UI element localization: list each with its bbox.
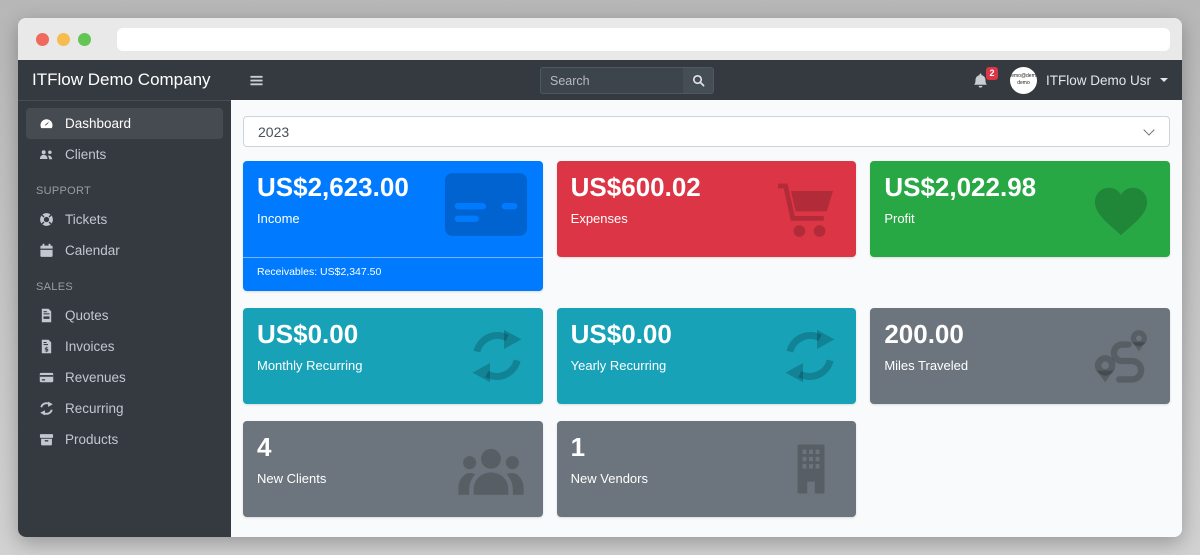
year-select[interactable]: 2023 <box>243 116 1170 147</box>
sidebar-item-invoices[interactable]: $ Invoices <box>26 331 223 362</box>
sidebar-item-label: Products <box>65 432 119 447</box>
card-label: Miles Traveled <box>884 357 969 373</box>
card-label: New Clients <box>257 470 327 486</box>
sync-icon <box>34 401 58 416</box>
file-invoice-icon <box>34 308 58 323</box>
sidebar-item-label: Revenues <box>65 370 126 385</box>
file-invoice-dollar-icon: $ <box>34 339 58 354</box>
credit-card-icon <box>444 173 527 236</box>
profit-card[interactable]: US$2,022.98 Profit <box>870 161 1170 257</box>
sidebar-item-calendar[interactable]: Calendar <box>26 235 223 266</box>
svg-text:$: $ <box>44 346 49 354</box>
sidebar-nav: Dashboard Clients SUPPORT Tickets <box>18 101 231 462</box>
sidebar-section-sales: SALES <box>36 281 73 293</box>
card-value: 1 <box>570 432 586 462</box>
monthly-recurring-card[interactable]: US$0.00 Monthly Recurring <box>243 308 543 404</box>
receivables-text: Receivables: US$2,347.50 <box>257 266 382 278</box>
main-area: 2 demo@demo demo ITFlow Demo Usr <box>231 60 1182 537</box>
avatar-text: demo@demo <box>1010 72 1037 79</box>
card-value: 200.00 <box>884 319 964 349</box>
sidebar-item-label: Calendar <box>65 243 120 258</box>
browser-chrome <box>18 18 1182 60</box>
calendar-icon <box>34 243 58 258</box>
card-label: Yearly Recurring <box>570 357 667 373</box>
user-menu[interactable]: demo@demo demo ITFlow Demo Usr <box>1009 66 1168 94</box>
window-zoom-button[interactable] <box>78 32 91 46</box>
card-label: Profit <box>884 210 915 226</box>
credit-card-icon <box>34 370 58 385</box>
window-minimize-button[interactable] <box>57 32 70 46</box>
top-navbar: 2 demo@demo demo ITFlow Demo Usr <box>231 60 1182 100</box>
dashboard-icon <box>34 116 58 131</box>
stat-cards-grid: US$2,623.00 Income Receivables: US$2,347… <box>243 161 1170 517</box>
sidebar-item-label: Invoices <box>65 339 115 354</box>
users-icon <box>34 147 58 162</box>
life-ring-icon <box>34 212 58 227</box>
sync-icon <box>469 328 525 384</box>
building-icon <box>784 440 838 498</box>
card-value: 4 <box>257 432 272 462</box>
sidebar-item-quotes[interactable]: Quotes <box>26 300 223 331</box>
search-button[interactable] <box>683 67 714 94</box>
sidebar-item-revenues[interactable]: Revenues <box>26 362 223 393</box>
new-clients-card[interactable]: 4 New Clients <box>243 421 543 517</box>
sidebar-item-label: Clients <box>65 147 107 162</box>
sync-icon <box>782 328 838 384</box>
notifications-button[interactable]: 2 <box>972 66 998 89</box>
sidebar-section-support: SUPPORT <box>36 185 92 197</box>
users-icon <box>457 442 525 497</box>
sidebar-item-recurring[interactable]: Recurring <box>26 393 223 424</box>
username: ITFlow Demo Usr <box>1045 72 1151 88</box>
sidebar-item-tickets[interactable]: Tickets <box>26 204 223 235</box>
bars-icon <box>250 75 263 85</box>
sidebar-item-label: Quotes <box>65 308 109 323</box>
menu-toggle-button[interactable] <box>249 73 264 88</box>
browser-window: ITFlow Demo Company Dashboard Clients <box>18 18 1182 537</box>
avatar-text: demo <box>1017 80 1030 86</box>
sidebar-item-label: Dashboard <box>65 116 132 131</box>
miles-traveled-card[interactable]: 200.00 Miles Traveled <box>870 308 1170 404</box>
card-value: US$0.00 <box>257 319 359 349</box>
sidebar-item-dashboard[interactable]: Dashboard <box>26 108 223 139</box>
route-icon <box>1092 326 1152 386</box>
expenses-card[interactable]: US$600.02 Expenses <box>556 161 857 257</box>
box-icon <box>34 432 58 447</box>
app-frame: ITFlow Demo Company Dashboard Clients <box>18 60 1182 537</box>
search-form <box>540 67 714 94</box>
card-footer: Receivables: US$2,347.50 <box>243 247 543 278</box>
chevron-down-icon <box>1143 124 1155 136</box>
year-select-value: 2023 <box>258 123 290 140</box>
search-input[interactable] <box>540 67 683 94</box>
card-label: Expenses <box>570 210 628 226</box>
card-label: Monthly Recurring <box>257 357 363 373</box>
new-vendors-card[interactable]: 1 New Vendors <box>556 421 857 517</box>
card-value: US$600.02 <box>570 172 701 202</box>
search-icon <box>692 74 704 87</box>
sidebar: ITFlow Demo Company Dashboard Clients <box>18 60 231 537</box>
card-value: US$2,022.98 <box>884 172 1037 202</box>
navbar-right: 2 demo@demo demo ITFlow Demo Usr <box>972 66 1168 94</box>
card-value: US$2,623.00 <box>257 172 409 202</box>
yearly-recurring-card[interactable]: US$0.00 Yearly Recurring <box>556 308 857 404</box>
sidebar-item-products[interactable]: Products <box>26 424 223 455</box>
sidebar-item-label: Recurring <box>65 401 124 416</box>
shopping-cart-icon <box>774 179 838 239</box>
card-label: New Vendors <box>570 470 648 486</box>
avatar: demo@demo demo <box>1009 66 1037 94</box>
card-label: Income <box>257 210 300 226</box>
url-bar[interactable] <box>117 27 1170 51</box>
sidebar-item-label: Tickets <box>65 212 108 227</box>
brand-title: ITFlow Demo Company <box>18 60 231 101</box>
heart-icon <box>1090 180 1152 238</box>
dashboard-content: 2023 US$2,623.00 Income Rec <box>231 100 1182 537</box>
card-value: US$0.00 <box>570 319 672 349</box>
caret-down-icon <box>1160 78 1168 82</box>
bell-icon <box>974 72 987 88</box>
window-close-button[interactable] <box>36 32 49 46</box>
notification-badge: 2 <box>985 66 998 81</box>
sidebar-item-clients[interactable]: Clients <box>26 139 223 170</box>
income-card[interactable]: US$2,623.00 Income Receivables: US$2,347… <box>243 161 543 291</box>
